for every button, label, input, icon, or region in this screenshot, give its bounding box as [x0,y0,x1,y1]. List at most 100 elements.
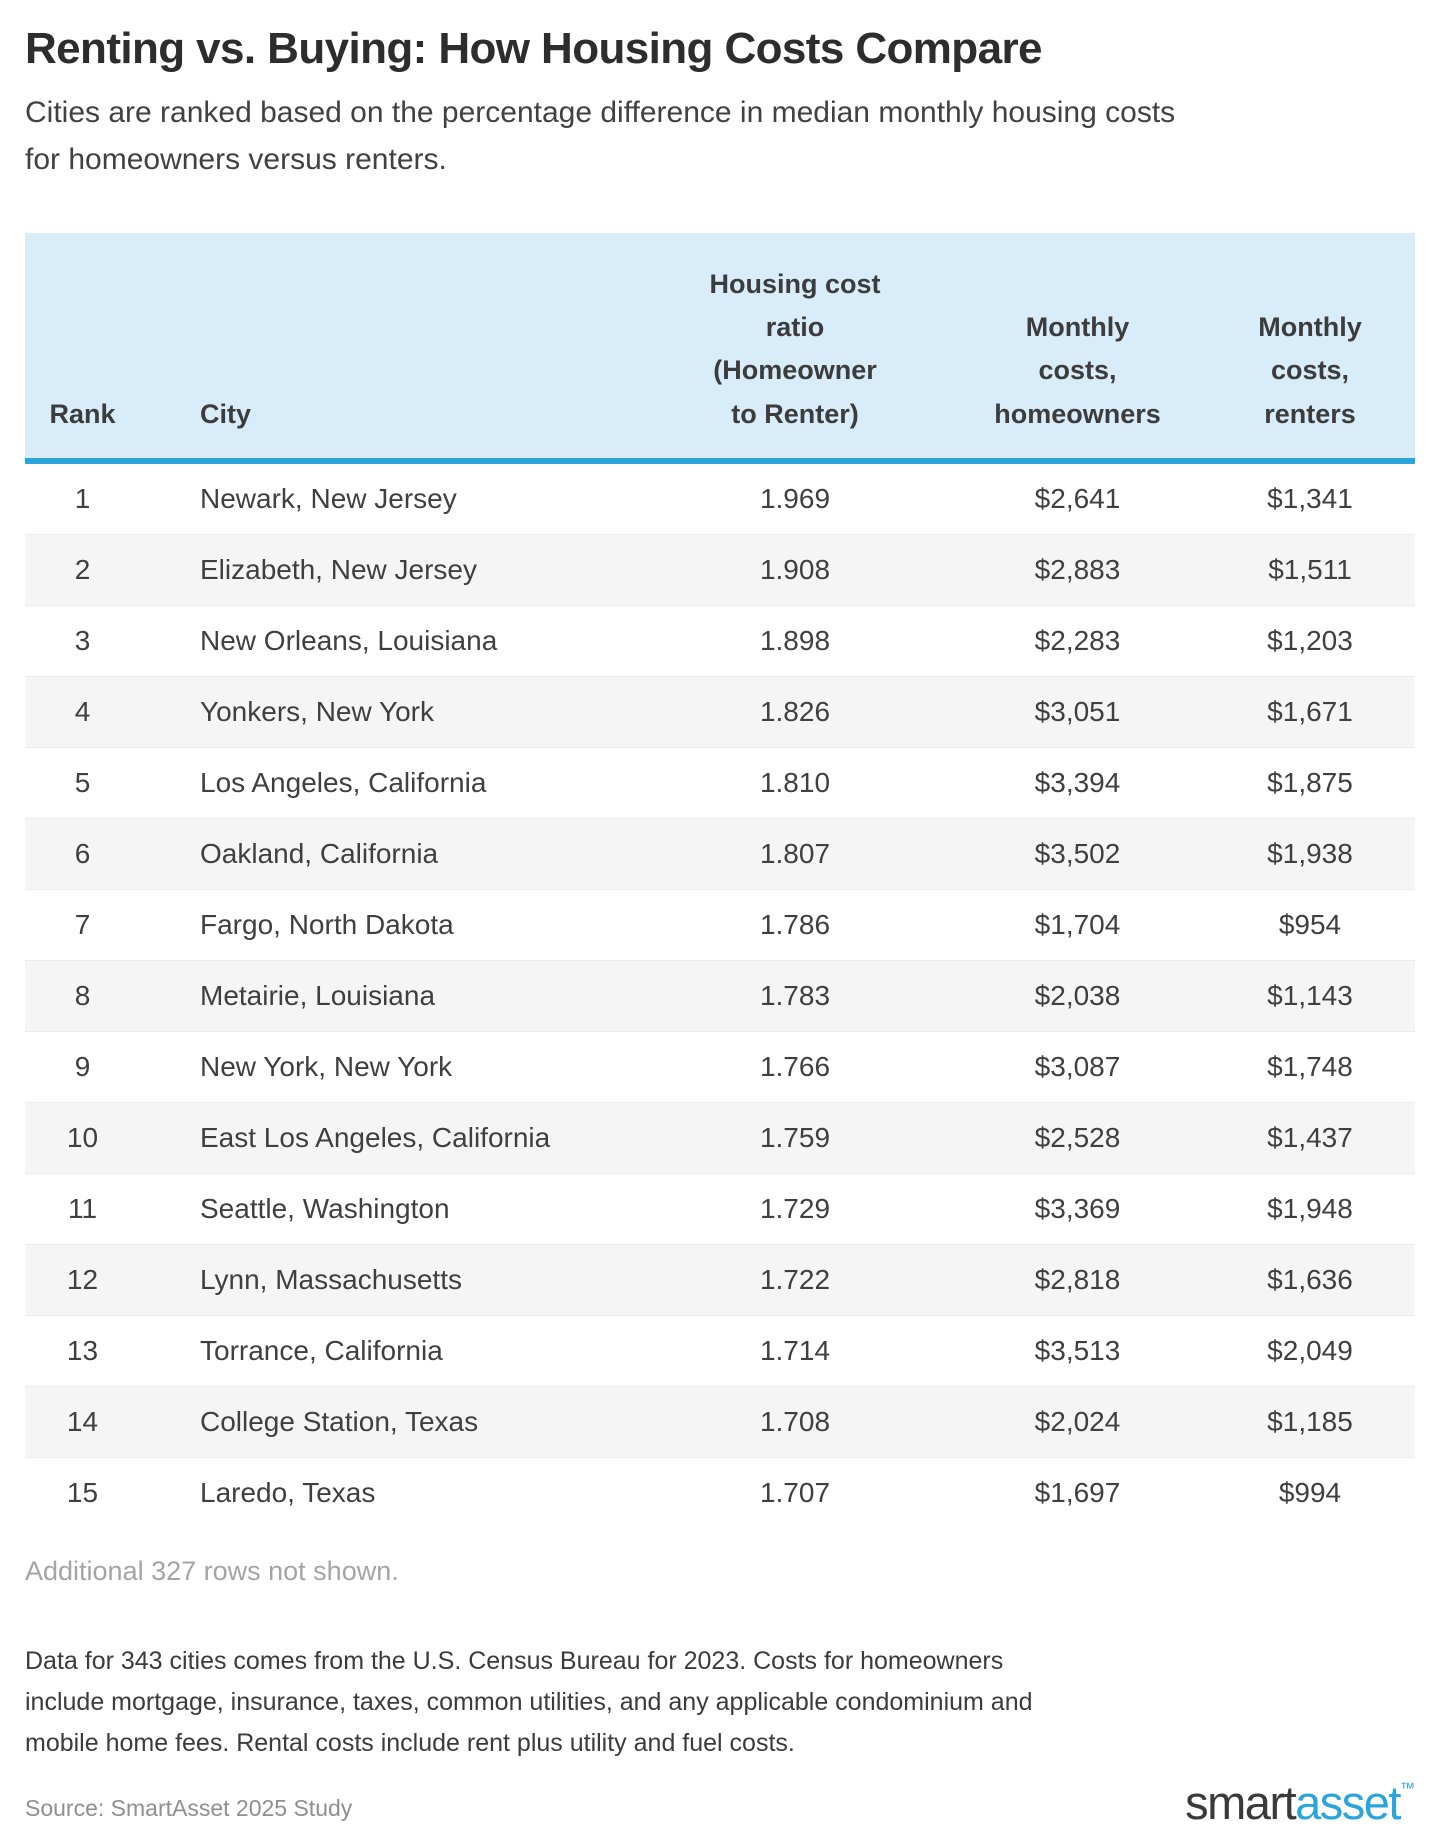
table-row: 5 Los Angeles, California 1.810 $3,394 $… [25,747,1415,818]
cell-monthly-costs-renters: $1,437 [1267,1121,1353,1153]
table-row: 3 New Orleans, Louisiana 1.898 $2,283 $1… [25,605,1415,676]
cell-rank: 13 [66,1334,99,1366]
cell-rank: 4 [74,695,91,727]
table-row: 12 Lynn, Massachusetts 1.722 $2,818 $1,6… [25,1244,1415,1316]
housing-costs-table: Rank City Housing cost ratio (Homeowner … [25,233,1415,1528]
cell-monthly-costs-renters: $1,671 [1267,695,1353,727]
table-row: 9 New York, New York 1.766 $3,087 $1,748 [25,1031,1415,1102]
table-row: 14 College Station, Texas 1.708 $2,024 $… [25,1386,1415,1458]
cell-city: Laredo, Texas [200,1476,376,1508]
column-header-city: City [140,233,640,464]
table-row: 1 Newark, New Jersey 1.969 $2,641 $1,341 [25,461,1415,535]
cell-monthly-costs-homeowners: $2,641 [1034,482,1121,514]
cell-monthly-costs-renters: $1,203 [1267,624,1353,656]
cell-monthly-costs-renters: $1,143 [1267,979,1353,1011]
additional-rows-note: Additional 327 rows not shown. [25,1555,399,1586]
cell-monthly-costs-homeowners: $2,818 [1034,1263,1121,1295]
table-row: 6 Oakland, California 1.807 $3,502 $1,93… [25,818,1415,890]
smartasset-logo-asset: asset [1295,1775,1401,1829]
table-row: 10 East Los Angeles, California 1.759 $2… [25,1102,1415,1174]
cell-monthly-costs-homeowners: $3,087 [1034,1050,1121,1082]
cell-monthly-costs-homeowners: $3,369 [1034,1192,1121,1224]
cell-rank: 5 [74,766,91,798]
source-credit: Source: SmartAsset 2025 Study [25,1795,353,1822]
cell-housing-cost-ratio: 1.810 [759,766,831,798]
cell-monthly-costs-homeowners: $1,704 [1034,908,1121,940]
cell-city: Torrance, California [200,1334,443,1366]
bottom-bar: Source: SmartAsset 2025 Study smartasset… [25,1775,1415,1829]
cell-rank: 10 [66,1121,99,1153]
cell-monthly-costs-homeowners: $3,394 [1034,766,1121,798]
table-row: 7 Fargo, North Dakota 1.786 $1,704 $954 [25,889,1415,960]
cell-housing-cost-ratio: 1.766 [759,1050,831,1082]
cell-monthly-costs-renters: $954 [1278,908,1342,940]
cell-monthly-costs-renters: $1,938 [1267,837,1353,869]
cell-housing-cost-ratio: 1.783 [759,979,831,1011]
trademark-symbol: ™ [1400,1779,1415,1797]
table-row: 15 Laredo, Texas 1.707 $1,697 $994 [25,1457,1415,1528]
cell-housing-cost-ratio: 1.969 [759,482,831,514]
page-subtitle: Cities are ranked based on the percentag… [25,96,1176,176]
cell-monthly-costs-homeowners: $2,038 [1034,979,1121,1011]
column-header-rank: Rank [25,233,140,464]
table-header-row: Rank City Housing cost ratio (Homeowner … [25,233,1415,464]
cell-city: Seattle, Washington [200,1192,450,1224]
table-row: 11 Seattle, Washington 1.729 $3,369 $1,9… [25,1173,1415,1244]
cell-monthly-costs-homeowners: $3,502 [1034,837,1121,869]
cell-monthly-costs-homeowners: $2,283 [1034,624,1121,656]
cell-rank: 7 [74,908,91,940]
table-body: 1 Newark, New Jersey 1.969 $2,641 $1,341… [25,461,1415,1528]
table-row: 8 Metairie, Louisiana 1.783 $2,038 $1,14… [25,960,1415,1032]
cell-monthly-costs-renters: $994 [1278,1476,1342,1508]
cell-monthly-costs-renters: $1,185 [1267,1405,1353,1437]
cell-housing-cost-ratio: 1.714 [759,1334,831,1366]
cell-monthly-costs-homeowners: $2,883 [1034,553,1121,585]
cell-rank: 9 [74,1050,91,1082]
cell-monthly-costs-renters: $1,511 [1268,553,1352,585]
cell-city: Los Angeles, California [200,766,487,798]
table-row: 2 Elizabeth, New Jersey 1.908 $2,883 $1,… [25,534,1415,606]
cell-city: New York, New York [200,1050,453,1082]
table-header: Rank City Housing cost ratio (Homeowner … [25,233,1415,464]
cell-rank: 1 [74,482,91,514]
cell-monthly-costs-homeowners: $2,528 [1034,1121,1121,1153]
cell-monthly-costs-renters: $1,636 [1267,1263,1353,1295]
cell-housing-cost-ratio: 1.722 [759,1263,831,1295]
cell-rank: 11 [67,1192,98,1224]
cell-city: Metairie, Louisiana [200,979,436,1011]
cell-rank: 15 [66,1476,99,1508]
cell-housing-cost-ratio: 1.707 [759,1476,831,1508]
cell-monthly-costs-homeowners: $2,024 [1034,1405,1121,1437]
cell-housing-cost-ratio: 1.826 [759,695,831,727]
cell-rank: 12 [66,1263,99,1295]
cell-monthly-costs-renters: $1,341 [1267,482,1353,514]
column-header-monthly-costs-homeowners: Monthly costs, homeowners [950,233,1205,464]
cell-monthly-costs-renters: $2,049 [1267,1334,1353,1366]
cell-monthly-costs-renters: $1,875 [1267,766,1353,798]
cell-city: Elizabeth, New Jersey [200,553,478,585]
cell-monthly-costs-renters: $1,948 [1267,1192,1353,1224]
methodology-note: Data for 343 cities comes from the U.S. … [25,1646,1033,1758]
cell-housing-cost-ratio: 1.898 [759,624,831,656]
cell-rank: 6 [74,837,91,869]
cell-rank: 3 [74,624,91,656]
page-title: Renting vs. Buying: How Housing Costs Co… [25,24,1042,73]
cell-city: East Los Angeles, California [200,1121,551,1153]
cell-housing-cost-ratio: 1.708 [759,1405,831,1437]
cell-city: Yonkers, New York [200,695,434,727]
cell-housing-cost-ratio: 1.807 [759,837,831,869]
smartasset-logo: smartasset™ [1185,1775,1415,1829]
cell-monthly-costs-homeowners: $1,697 [1034,1476,1121,1508]
cell-monthly-costs-renters: $1,748 [1267,1050,1353,1082]
column-header-monthly-costs-renters: Monthly costs, renters [1205,233,1415,464]
cell-city: College Station, Texas [200,1405,479,1437]
cell-city: Newark, New Jersey [200,482,457,514]
cell-housing-cost-ratio: 1.786 [759,908,831,940]
smartasset-logo-smart: smart [1185,1775,1297,1829]
cell-housing-cost-ratio: 1.729 [759,1192,831,1224]
cell-housing-cost-ratio: 1.759 [759,1121,831,1153]
column-header-housing-cost-ratio: Housing cost ratio (Homeowner to Renter) [640,233,950,464]
cell-rank: 8 [74,979,91,1011]
cell-rank: 2 [74,553,91,585]
